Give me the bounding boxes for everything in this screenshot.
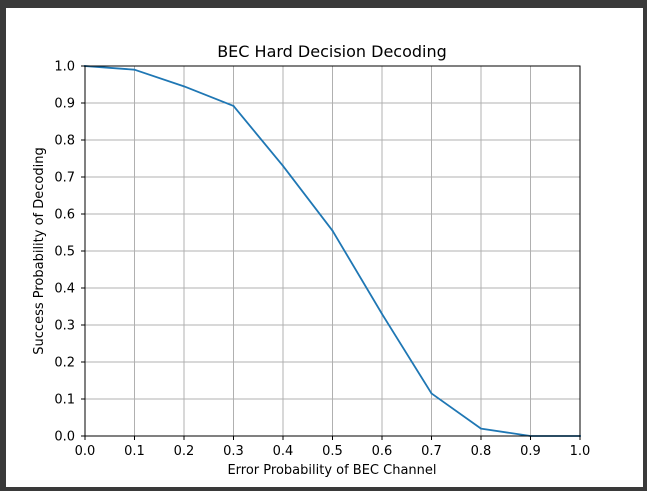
y-tick-label: 0.7 xyxy=(54,171,75,186)
x-tick-label: 1.0 xyxy=(570,444,591,459)
data-point xyxy=(430,392,433,395)
data-point xyxy=(133,68,136,71)
y-tick-label: 0.8 xyxy=(54,134,75,149)
x-axis-label: Error Probability of BEC Channel xyxy=(227,463,436,478)
data-point xyxy=(232,105,235,107)
chart-figure xyxy=(6,8,643,487)
y-tick-label: 0.3 xyxy=(54,319,75,334)
data-point xyxy=(282,165,284,167)
data-point xyxy=(381,313,383,315)
y-axis-ticks: 0.0 0.1 0.2 0.3 0.4 0.5 0.6 0.7 0.8 0.9 1.0 xyxy=(54,60,85,445)
series-layer xyxy=(84,65,581,437)
y-axis-label: Success Probability of Decoding xyxy=(32,147,47,354)
y-tick-label: 0.2 xyxy=(54,356,75,371)
y-tick-label: 0.6 xyxy=(54,208,75,223)
x-tick-label: 0.8 xyxy=(471,444,492,459)
chart-title: BEC Hard Decision Decoding xyxy=(217,42,447,61)
x-tick-label: 0.4 xyxy=(273,444,294,459)
x-tick-label: 0.2 xyxy=(174,444,195,459)
grid xyxy=(84,65,581,437)
y-tick-label: 0.1 xyxy=(54,393,75,408)
x-tick-label: 0.5 xyxy=(322,444,343,459)
x-tick-label: 0.9 xyxy=(520,444,541,459)
y-tick-label: 0.0 xyxy=(54,430,75,445)
x-tick-label: 0.3 xyxy=(223,444,244,459)
x-tick-label: 0.6 xyxy=(372,444,393,459)
y-tick-label: 0.5 xyxy=(54,245,75,260)
y-tick-label: 0.9 xyxy=(54,97,75,112)
x-axis-ticks: 0.0 0.1 0.2 0.3 0.4 0.5 0.6 0.7 0.8 0.9 1.0 xyxy=(75,436,591,459)
data-point xyxy=(183,85,185,88)
data-point xyxy=(480,427,482,430)
x-tick-label: 0.1 xyxy=(124,444,145,459)
y-tick-label: 1.0 xyxy=(54,60,75,75)
data-point xyxy=(331,229,334,232)
y-tick-label: 0.4 xyxy=(54,282,75,297)
x-tick-label: 0.7 xyxy=(421,444,442,459)
x-tick-label: 0.0 xyxy=(75,444,96,459)
